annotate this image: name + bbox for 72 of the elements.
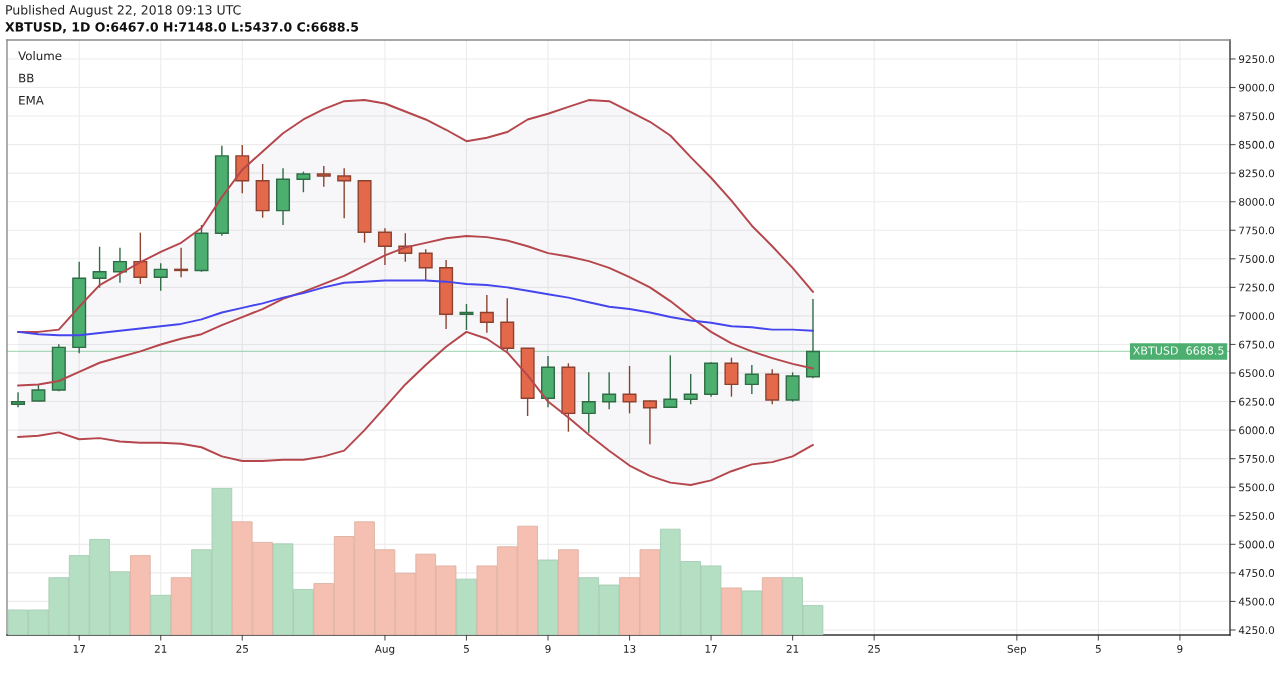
x-tick-label: 9 <box>545 644 551 653</box>
candlestick <box>602 371 617 411</box>
bar <box>456 578 477 635</box>
candlestick <box>112 247 127 284</box>
candlestick <box>581 371 596 434</box>
line-series <box>17 330 814 486</box>
ref-line-label: XBTUSD 6688.5 <box>1133 346 1224 355</box>
chart-subtitle: Published August 22, 2018 09:13 UTC <box>6 4 241 18</box>
bar <box>130 555 151 635</box>
x-tick-label: 17 <box>705 645 717 653</box>
x-tick-label: 25 <box>868 644 880 653</box>
y-tick-label: 8750.0 <box>1239 112 1275 121</box>
bar <box>150 594 172 635</box>
x-tick-label: 25 <box>236 644 248 653</box>
candlestick <box>337 167 352 219</box>
y-tick-label: 7250.0 <box>1239 283 1275 292</box>
y-tick-label: 8000.0 <box>1239 197 1275 206</box>
y-tick-label: 7750.0 <box>1239 226 1275 235</box>
y-tick-label: 5250.0 <box>1239 512 1275 520</box>
candlestick <box>316 165 331 188</box>
x-tick-label: 5 <box>1095 645 1101 653</box>
x-tick-label: 17 <box>73 645 85 653</box>
bar <box>721 587 742 635</box>
candlestick <box>622 365 637 415</box>
x-tick-label: 21 <box>786 644 799 653</box>
candlestick <box>377 227 392 266</box>
candlestick <box>683 373 698 406</box>
candlestick <box>744 364 759 395</box>
line-series <box>17 279 814 337</box>
annotation: EMA <box>19 95 44 105</box>
candlestick <box>296 170 311 193</box>
candlestick <box>418 248 433 282</box>
y-tick-label: 9250.0 <box>1238 55 1275 64</box>
y-tick-label: 4250.0 <box>1238 626 1275 635</box>
candlestick <box>153 262 168 292</box>
annotation: BB <box>19 73 34 83</box>
x-tick-label: 13 <box>624 644 636 653</box>
bar <box>761 577 783 635</box>
y-tick-label: 5500.0 <box>1239 483 1275 492</box>
y-tick-label: 6250.0 <box>1239 397 1275 406</box>
y-tick-label: 4750.0 <box>1238 569 1275 577</box>
candlestick <box>663 354 678 409</box>
y-tick-label: 5000.0 <box>1239 540 1275 549</box>
y-tick-label: 6750.0 <box>1239 340 1275 349</box>
x-tick-label: 9 <box>1177 644 1183 653</box>
bar <box>170 577 192 635</box>
candlestick <box>92 246 107 289</box>
x-tick-label: 5 <box>463 645 469 653</box>
y-tick-label: 8250.0 <box>1239 169 1275 178</box>
y-tick-label: 4500.0 <box>1238 597 1275 606</box>
y-tick-label: 5750.0 <box>1239 454 1275 463</box>
x-tick-label: Sep <box>1007 644 1027 655</box>
y-tick-label: 7500.0 <box>1239 255 1275 263</box>
candlestick <box>459 303 474 331</box>
y-tick-label: 8500.0 <box>1239 140 1275 149</box>
bar <box>741 590 763 635</box>
bar <box>558 549 579 635</box>
y-tick-label: 6500.0 <box>1239 369 1275 378</box>
annotation: Volume <box>18 51 62 61</box>
candlestick <box>133 231 148 285</box>
y-tick-label: 7000.0 <box>1239 312 1275 321</box>
candlestick <box>479 294 494 334</box>
candlestick <box>785 371 800 403</box>
candlestick <box>724 357 739 398</box>
chart-title: XBTUSD, 1D O:6467.0 H:7148.0 L:5437.0 C:6688.5 <box>5 22 359 34</box>
candlestick <box>642 399 657 445</box>
x-tick-label: Aug <box>374 645 395 655</box>
y-tick-label: 6000.0 <box>1239 426 1275 435</box>
bar <box>537 559 559 635</box>
candlestick <box>11 391 26 408</box>
y-tick-label: 9000.0 <box>1238 83 1275 92</box>
x-tick-label: 21 <box>154 644 167 653</box>
